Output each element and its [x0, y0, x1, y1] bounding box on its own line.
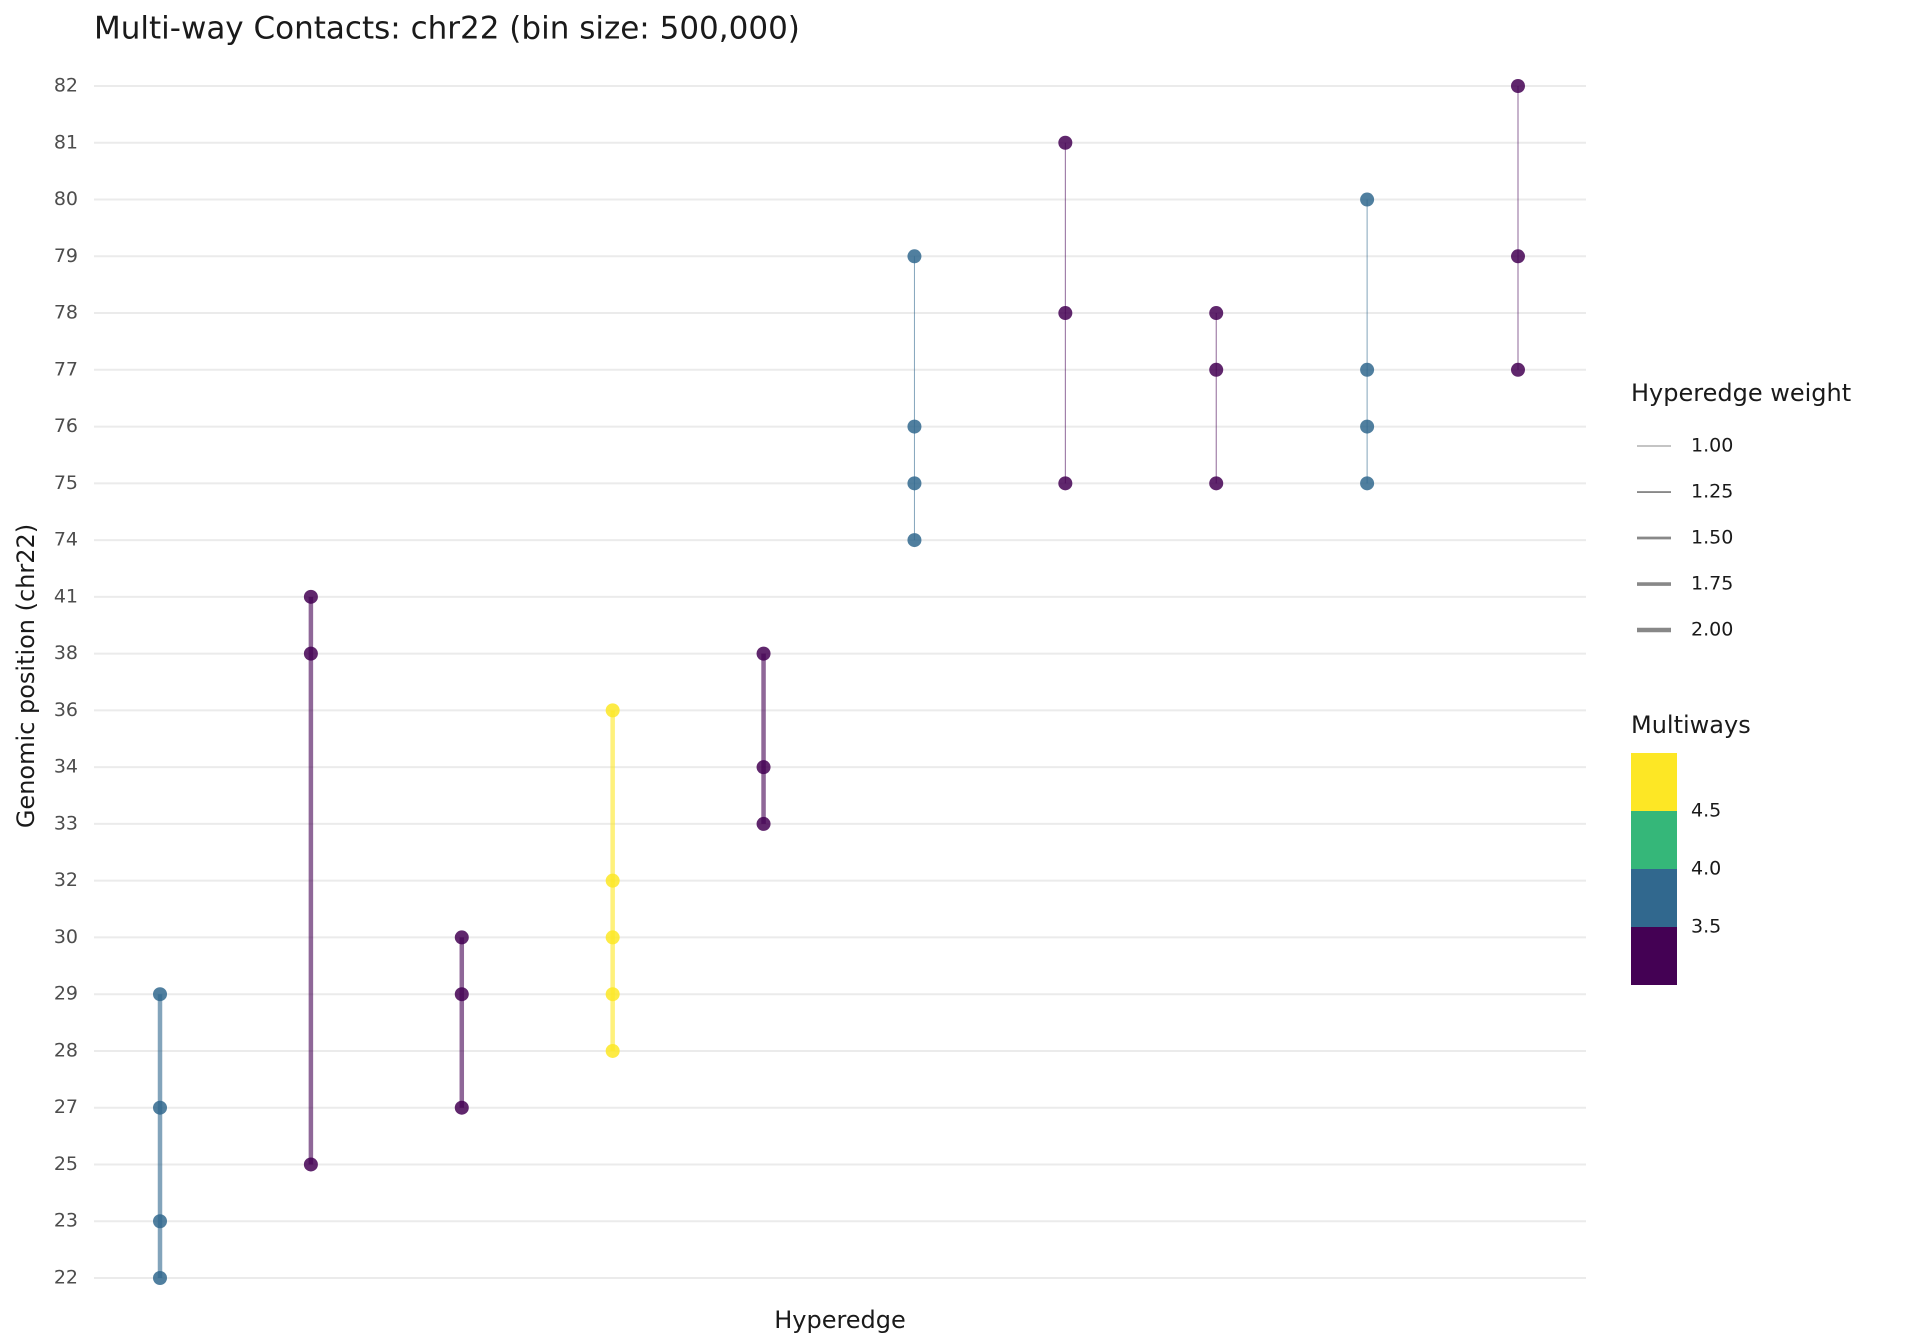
- legend-label: 4.0: [1691, 858, 1721, 880]
- contact-point: [1209, 476, 1224, 491]
- legend-label: 4.5: [1691, 800, 1721, 822]
- contact-point: [1360, 476, 1375, 491]
- legend-label: 1.75: [1691, 573, 1733, 595]
- contact-point: [907, 419, 922, 434]
- contact-point: [907, 533, 922, 548]
- y-tick-label: 27: [54, 1096, 78, 1118]
- legend-label: 1.00: [1691, 435, 1733, 457]
- y-tick-label: 77: [54, 358, 78, 380]
- y-tick-label: 41: [54, 585, 78, 607]
- contact-point: [1511, 79, 1525, 93]
- contact-point: [1058, 476, 1073, 491]
- contact-point: [454, 987, 469, 1002]
- y-axis-title: Genomic position (chr22): [12, 524, 40, 828]
- legend-label: 1.25: [1691, 481, 1733, 503]
- contact-point: [153, 1214, 167, 1229]
- contact-point: [454, 930, 469, 945]
- contact-point: [1360, 362, 1375, 377]
- y-tick-label: 36: [54, 699, 78, 721]
- contact-point: [605, 987, 620, 1002]
- legend-label: 1.50: [1691, 527, 1733, 549]
- x-axis-title: Hyperedge: [774, 1306, 906, 1334]
- y-tick-label: 28: [54, 1039, 78, 1061]
- contact-point: [605, 930, 620, 945]
- contact-point: [605, 703, 620, 718]
- contact-point: [907, 476, 922, 491]
- y-tick-label: 33: [54, 812, 78, 834]
- y-tick-label: 25: [54, 1153, 78, 1175]
- contact-point: [1058, 135, 1073, 150]
- contact-point: [756, 816, 771, 831]
- contact-point: [1209, 306, 1224, 321]
- legend-label: 2.00: [1691, 619, 1733, 641]
- y-tick-label: 79: [54, 245, 78, 267]
- chart-title: Multi-way Contacts: chr22 (bin size: 500…: [94, 11, 800, 47]
- contact-point: [153, 987, 167, 1002]
- legend-title: Hyperedge weight: [1631, 379, 1851, 407]
- contact-point: [303, 589, 318, 604]
- y-tick-label: 74: [54, 529, 78, 551]
- y-tick-label: 76: [54, 415, 78, 437]
- contact-point: [1058, 306, 1073, 321]
- contact-point: [605, 1043, 620, 1058]
- y-tick-label: 78: [54, 302, 78, 324]
- y-tick-label: 81: [54, 131, 78, 153]
- y-tick-label: 80: [54, 188, 78, 210]
- legend-title: Multiways: [1631, 711, 1751, 739]
- y-tick-label: 29: [54, 983, 78, 1005]
- contact-point: [907, 249, 922, 264]
- colorbar-bin: [1631, 927, 1677, 985]
- y-tick-label: 32: [54, 869, 78, 891]
- contact-point: [605, 873, 620, 888]
- colorbar-bin: [1631, 811, 1677, 869]
- contact-point: [1360, 192, 1375, 207]
- y-tick-label: 30: [54, 926, 78, 948]
- contact-point: [303, 646, 318, 661]
- y-tick-label: 22: [54, 1267, 78, 1289]
- contact-point: [1360, 419, 1375, 434]
- contact-point: [1511, 362, 1525, 377]
- contact-point: [1511, 249, 1525, 264]
- contact-point: [303, 1157, 318, 1172]
- y-tick-label: 34: [54, 756, 78, 778]
- contact-point: [1209, 362, 1224, 377]
- y-tick-label: 38: [54, 642, 78, 664]
- y-tick-label: 75: [54, 472, 78, 494]
- contact-point: [454, 1100, 469, 1115]
- y-tick-label: 82: [54, 75, 78, 97]
- legend-label: 3.5: [1691, 916, 1721, 938]
- y-tick-label: 23: [54, 1210, 78, 1232]
- contact-point: [756, 760, 771, 775]
- contact-point: [756, 646, 771, 661]
- contact-point: [153, 1271, 167, 1285]
- colorbar-bin: [1631, 869, 1677, 927]
- colorbar-bin: [1631, 753, 1677, 811]
- contact-point: [153, 1100, 167, 1115]
